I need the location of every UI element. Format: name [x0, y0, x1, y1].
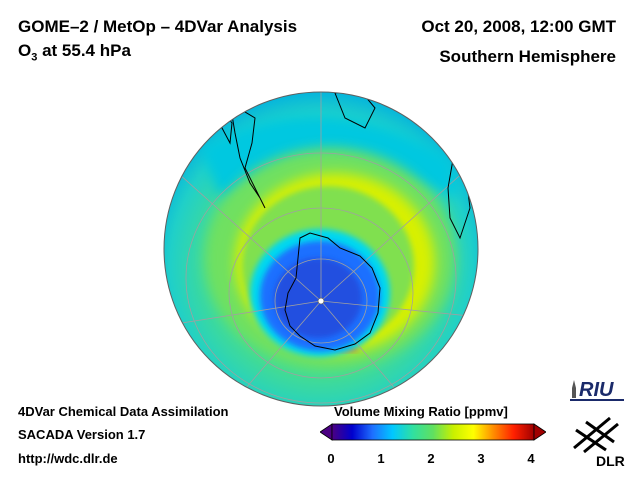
polar-globe-map: [163, 91, 479, 407]
subtitle-species: O: [18, 41, 32, 60]
colorbar-max-arrow: [533, 423, 546, 441]
subtitle-subscript: 3: [31, 51, 38, 64]
colorbar-min-arrow: [320, 423, 333, 441]
colorbar-tick-4: 4: [527, 451, 535, 466]
colorbar-ramp: [331, 423, 535, 441]
map-hemisphere: Southern Hemisphere: [439, 47, 616, 66]
colorbar-tick-1: 1: [377, 451, 385, 466]
colorbar-tick-2: 2: [427, 451, 435, 466]
riu-logo-text: RIU: [579, 379, 614, 401]
colorbar-title: Volume Mixing Ratio [ppmv]: [334, 404, 508, 419]
south-pole-marker: [317, 297, 325, 305]
map-subtitle: O3 at 55.4 hPa: [18, 41, 131, 63]
subtitle-level: at 55.4 hPa: [37, 41, 131, 60]
colorbar-tick-3: 3: [477, 451, 485, 466]
colorbar-tick-0: 0: [327, 451, 335, 466]
footer-line3: http://wdc.dlr.de: [18, 451, 118, 466]
colorbar: [320, 423, 546, 441]
dlr-logo-text: DLR: [596, 453, 625, 469]
map-title: GOME–2 / MetOp – 4DVar Analysis: [18, 17, 298, 36]
footer-line1: 4DVar Chemical Data Assimilation: [18, 404, 229, 419]
globe-outline: [163, 91, 479, 407]
riu-tower-icon: [572, 380, 576, 398]
dlr-logo: DLR: [573, 416, 625, 469]
riu-logo: RIU: [570, 379, 624, 401]
map-datetime: Oct 20, 2008, 12:00 GMT: [421, 17, 616, 36]
footer-line2: SACADA Version 1.7: [18, 427, 146, 442]
riu-underline: [570, 399, 624, 401]
dlr-emblem-icon: [573, 416, 619, 454]
